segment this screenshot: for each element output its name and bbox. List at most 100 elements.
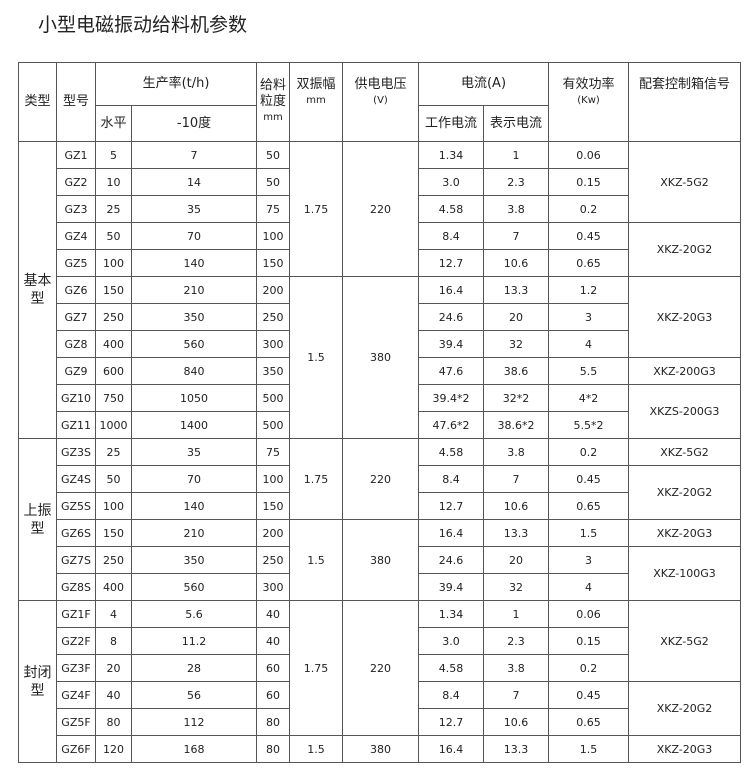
data-row: GZ6S 150 210 200 1.5 380 16.4 13.3 1.5 XKZ-20G3 [19, 519, 742, 601]
data-cell: 400 [95, 573, 132, 601]
data-cell: 100 [95, 492, 132, 520]
data-cell: 0.2 [548, 195, 630, 223]
header-text: 水平 [100, 115, 127, 131]
data-cell: 40 [256, 600, 290, 628]
data-cell: 100 [256, 465, 290, 493]
data-cell: 32 [482, 330, 550, 358]
data-cell: 0.45 [548, 681, 630, 709]
data-cell: 250 [256, 303, 290, 331]
data-cell: 140 [131, 249, 257, 277]
voltage-cell: 380 [342, 735, 419, 763]
controller-cell: XKZ-20G3 [628, 276, 742, 358]
data-cell: 7 [482, 681, 550, 709]
data-cell: GZ8 [56, 330, 96, 358]
data-cell: 0.2 [548, 654, 630, 682]
data-cell: 500 [256, 411, 290, 439]
data-cell: 150 [256, 249, 290, 277]
data-cell: 8.4 [418, 222, 484, 250]
data-cell: GZ7S [56, 546, 96, 574]
header-text: 型号 [62, 94, 89, 109]
table-header: 类型 型号 生产率(t/h) 给料粒度 mm 双振幅 mm 供电电压 (V) 电流(A… [18, 62, 742, 142]
data-cell: 16.4 [418, 276, 484, 304]
controller-cell: XKZ-5G2 [628, 600, 742, 682]
data-cell: 120 [95, 735, 132, 763]
header-unit: mm [263, 112, 283, 123]
header-cell: 类型 [18, 62, 57, 142]
header-text: 生产率(t/h) [142, 76, 210, 91]
data-row: GZ4F 40 56 60 8.4 7 0.45 XKZ-20G2 [19, 681, 742, 736]
data-cell: 8.4 [418, 681, 484, 709]
data-cell: 38.6*2 [482, 411, 550, 439]
data-row: GZ10 750 1050 500 39.4*2 32*2 4*2 XKZS-200G3 [19, 384, 742, 439]
data-cell: GZ3 [56, 195, 96, 223]
data-cell: 150 [95, 276, 132, 304]
data-cell: GZ4S [56, 465, 96, 493]
header-cell: 给料粒度 mm [256, 62, 290, 142]
controller-cell: XKZ-5G2 [628, 438, 742, 466]
data-row: GZ9 600 840 350 47.6 38.6 5.5 XKZ-200G3 [19, 357, 742, 385]
data-cell: GZ3F [56, 654, 96, 682]
data-cell: 400 [95, 330, 132, 358]
data-cell: 3.8 [482, 195, 550, 223]
data-cell: 3 [548, 303, 630, 331]
data-cell: 28 [131, 654, 257, 682]
data-cell: 24.6 [418, 546, 484, 574]
data-cell: GZ9 [56, 357, 96, 385]
data-cell: 2.3 [482, 168, 550, 196]
data-cell: GZ1F [56, 600, 96, 628]
header-row: 类型 型号 生产率(t/h) 给料粒度 mm 双振幅 mm 供电电压 (V) 电流(A… [18, 62, 742, 142]
data-row: GZ8 400 560 300 39.4 32 4 [19, 330, 741, 358]
data-cell: 13.3 [482, 735, 550, 763]
data-cell: 300 [256, 330, 290, 358]
data-cell: 35 [131, 195, 257, 223]
data-cell: 0.65 [548, 492, 630, 520]
data-cell: 0.65 [548, 249, 630, 277]
data-cell: 560 [131, 573, 257, 601]
data-cell: 350 [256, 357, 290, 385]
data-cell: GZ5F [56, 708, 96, 736]
data-row: GZ3F 20 28 60 4.58 3.8 0.2 [19, 654, 741, 682]
data-cell: 112 [131, 708, 257, 736]
data-cell: GZ10 [56, 384, 96, 412]
data-cell: 4*2 [548, 384, 630, 412]
data-cell: 70 [131, 222, 257, 250]
data-cell: 13.3 [482, 276, 550, 304]
data-row: 基本型 GZ1 5 7 50 1.75 220 1.34 1 0.06 XKZ-5G2 [18, 141, 742, 439]
data-cell: 200 [256, 276, 290, 304]
data-cell: GZ5S [56, 492, 96, 520]
data-row: 上振型 GZ3S 25 35 75 1.75 220 4.58 3.8 0.2 XKZ-5G2 [18, 438, 742, 601]
data-cell: 250 [95, 303, 132, 331]
data-cell: 3.8 [482, 654, 550, 682]
data-cell: 1.2 [548, 276, 630, 304]
data-cell: 12.7 [418, 708, 484, 736]
data-cell: 5.5 [548, 357, 630, 385]
data-cell: 24.6 [418, 303, 484, 331]
data-cell: GZ6F [56, 735, 96, 763]
data-cell: 10 [95, 168, 132, 196]
data-cell: 7 [482, 222, 550, 250]
title: 小型电磁振动给料机参数 [38, 14, 248, 36]
data-cell: 20 [482, 303, 550, 331]
data-cell: 3.8 [482, 438, 550, 466]
data-cell: 1.34 [418, 600, 484, 628]
voltage-cell: 220 [342, 141, 419, 277]
type-cell: 基本型 [18, 141, 57, 439]
header-text: 给料粒度 [259, 78, 286, 109]
header-cell: 型号 [56, 62, 96, 142]
data-cell: 50 [256, 168, 290, 196]
data-cell: 25 [95, 195, 132, 223]
data-cell: 250 [95, 546, 132, 574]
data-cell: 300 [256, 573, 290, 601]
data-cell: 210 [131, 276, 257, 304]
controller-cell: XKZ-20G3 [628, 519, 742, 547]
data-cell: 39.4 [418, 330, 484, 358]
data-cell: 12.7 [418, 492, 484, 520]
controller-cell: XKZ-20G2 [628, 681, 742, 736]
data-cell: 4 [548, 573, 630, 601]
data-cell: 12.7 [418, 249, 484, 277]
data-cell: 32 [482, 573, 550, 601]
controller-cell: XKZ-20G2 [628, 465, 742, 520]
data-cell: 20 [95, 654, 132, 682]
data-cell: 4 [95, 600, 132, 628]
header-cell: 供电电压 (V) [342, 62, 419, 142]
